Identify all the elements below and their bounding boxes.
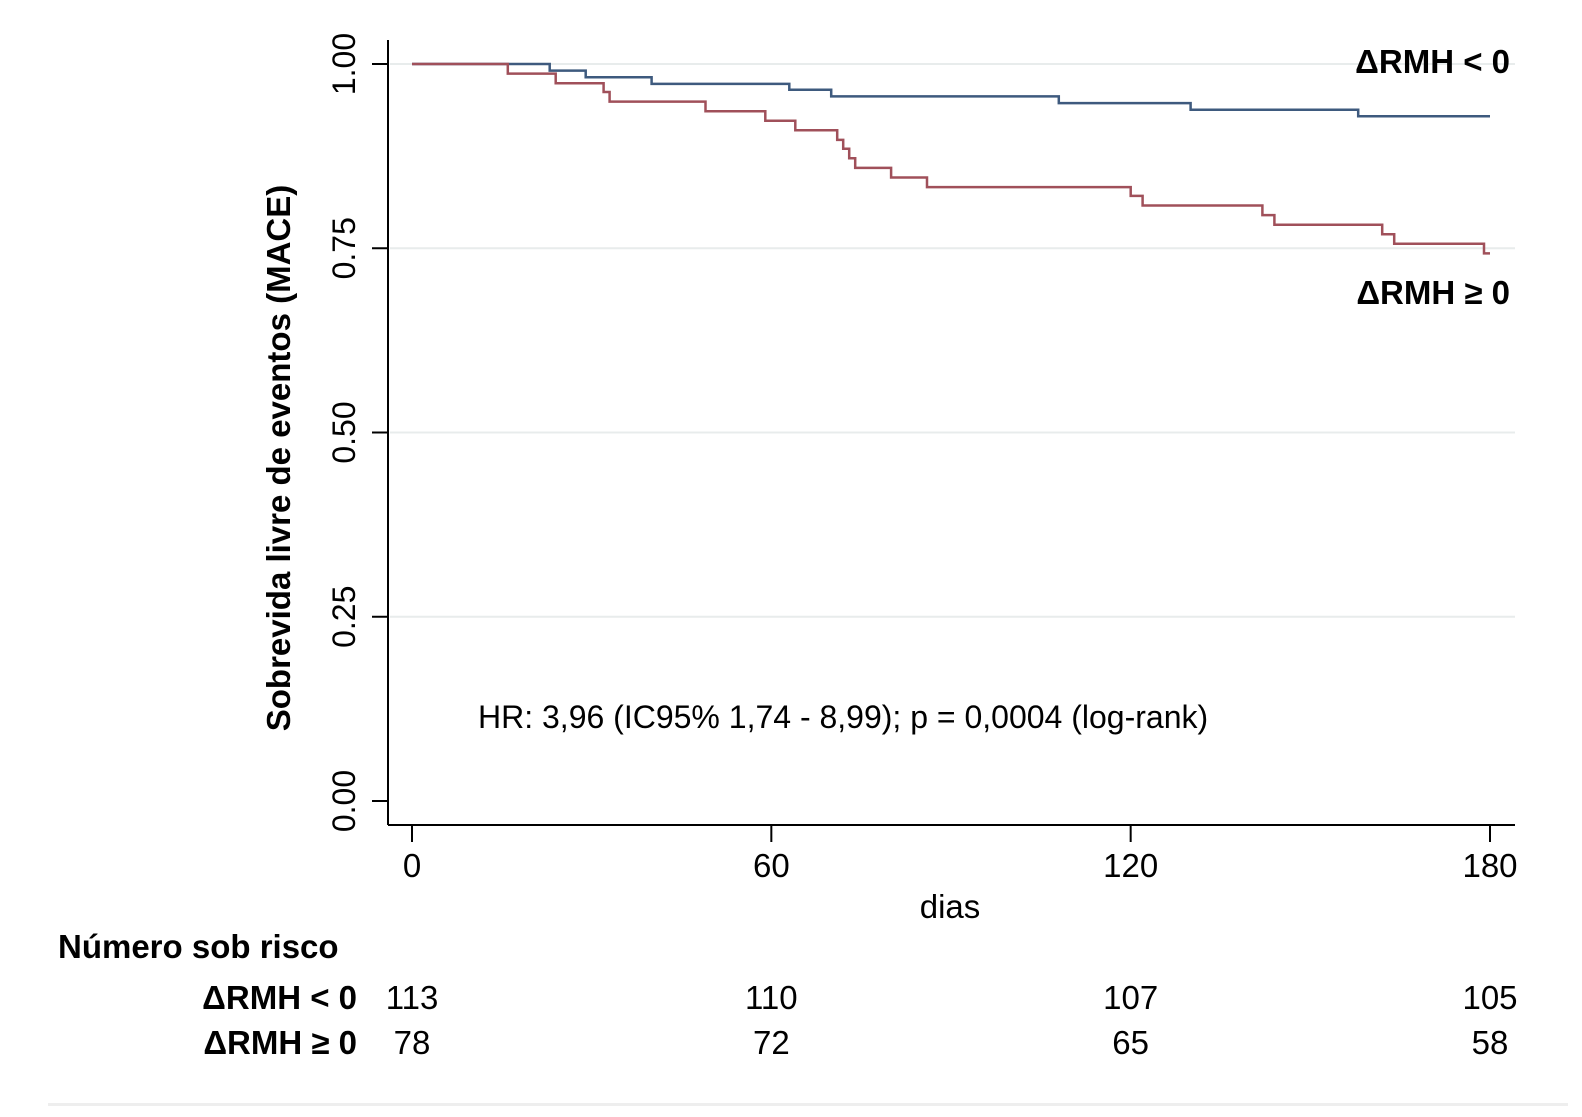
x-ticks: 0 60 120 180 [403, 825, 1518, 884]
y-tick-label-4: 1.00 [326, 33, 362, 95]
y-tick-label-0: 0.00 [326, 770, 362, 832]
risk-value-1-1: 72 [753, 1024, 790, 1061]
risk-row-label-0: ΔRMH < 0 [202, 979, 357, 1016]
risk-value-1-0: 78 [394, 1024, 431, 1061]
grid-lines [390, 63, 1515, 618]
risk-value-0-2: 107 [1103, 979, 1158, 1016]
y-ticks: 0.00 0.25 0.50 0.75 1.00 [326, 33, 388, 832]
series-label-nonnegative: ΔRMH ≥ 0 [1356, 274, 1510, 311]
bottom-border [48, 1103, 1568, 1106]
survival-curve-nonnegative [412, 62, 1490, 255]
series-label-negative: ΔRMH < 0 [1355, 43, 1510, 80]
x-tick-label-3: 180 [1462, 847, 1517, 884]
y-tick-label-2: 0.50 [326, 401, 362, 463]
risk-value-0-1: 110 [745, 979, 798, 1016]
risk-table-title: Número sob risco [58, 928, 339, 965]
hr-annotation: HR: 3,96 (IC95% 1,74 - 8,99); p = 0,0004… [478, 699, 1208, 735]
risk-value-0-0: 113 [386, 979, 439, 1016]
y-axis-label: Sobrevida livre de eventos (MACE) [260, 185, 297, 731]
risk-value-1-3: 58 [1472, 1024, 1509, 1061]
x-tick-label-2: 120 [1103, 847, 1158, 884]
risk-table: ΔRMH < 0 113 110 107 105 ΔRMH ≥ 0 78 72 65 58 [202, 979, 1517, 1061]
risk-value-0-3: 105 [1462, 979, 1517, 1016]
y-tick-label-3: 0.75 [326, 217, 362, 279]
risk-row-label-1: ΔRMH ≥ 0 [203, 1024, 357, 1061]
survival-curve-negative [412, 62, 1490, 118]
x-tick-label-1: 60 [753, 847, 790, 884]
x-tick-label-0: 0 [403, 847, 421, 884]
risk-value-1-2: 65 [1112, 1024, 1149, 1061]
y-tick-label-1: 0.25 [326, 586, 362, 648]
x-axis-label: dias [920, 888, 981, 925]
survival-curves [412, 62, 1490, 255]
